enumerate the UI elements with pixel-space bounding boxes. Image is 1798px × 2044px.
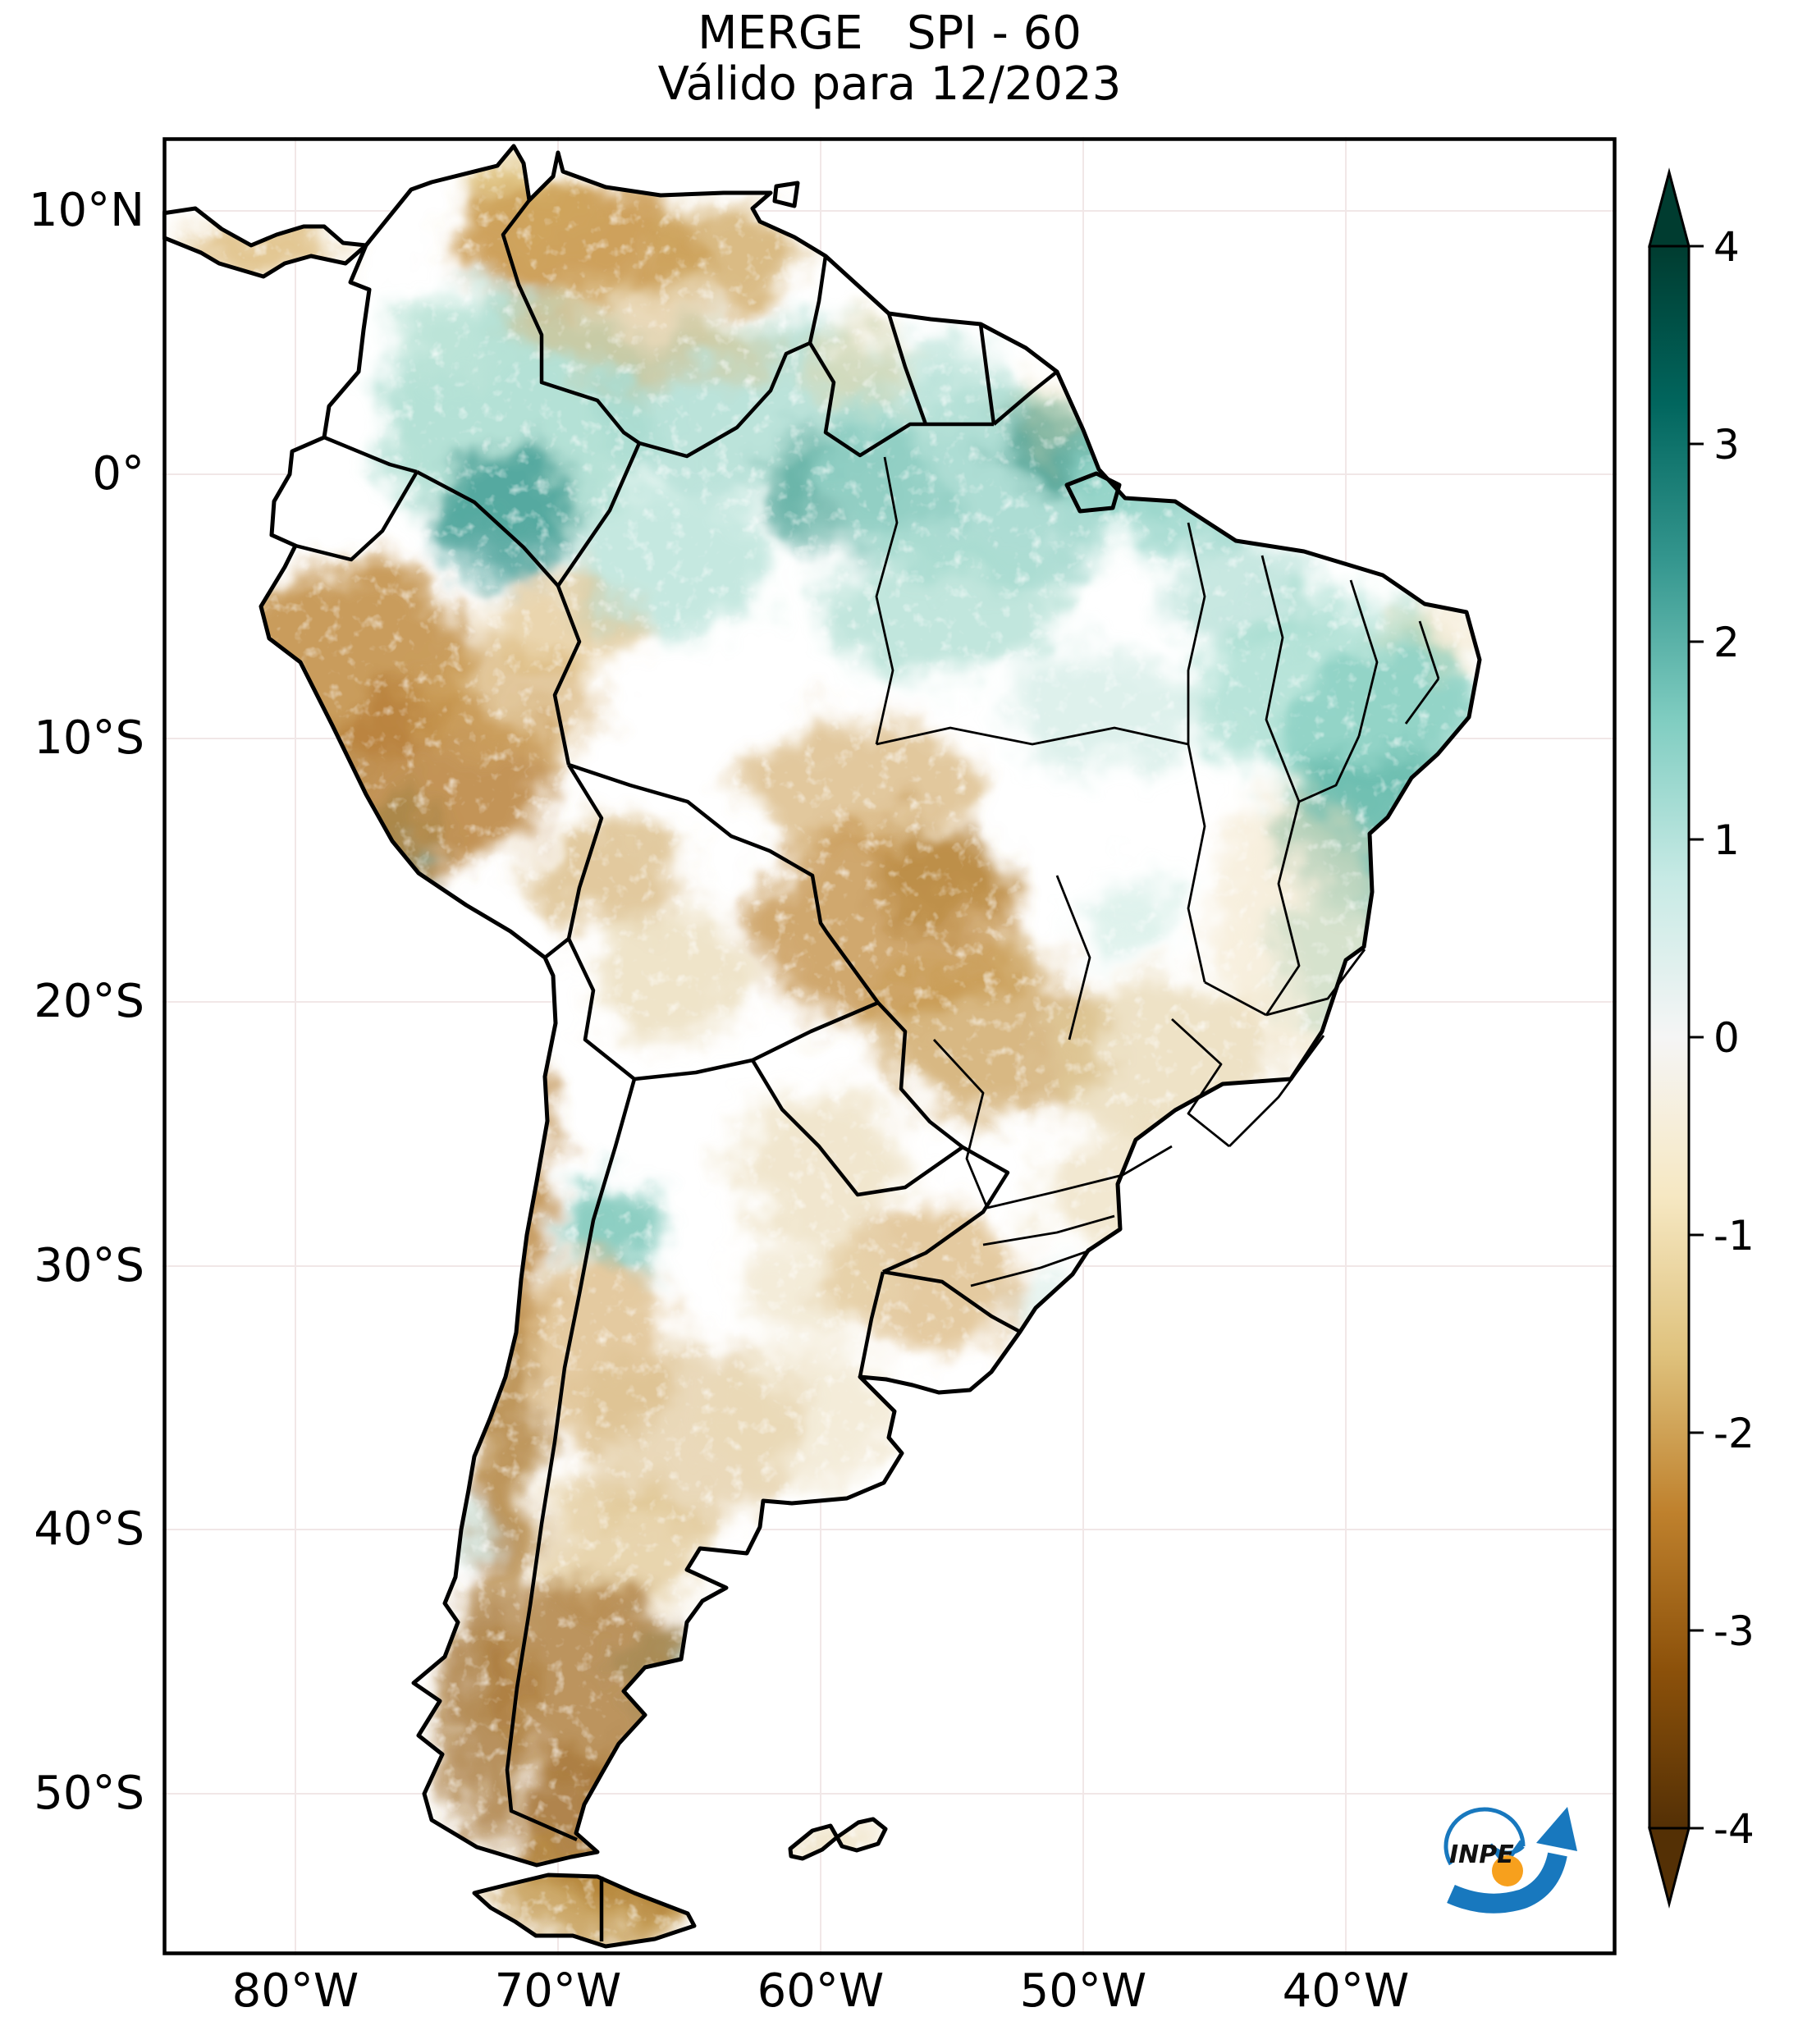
inpe-logo-text: INPE: [1449, 1841, 1514, 1869]
colorbar-label-4: 4: [1713, 223, 1740, 271]
lat-tick-0: 0°: [92, 447, 144, 501]
colorbar-gradient: [1648, 245, 1690, 1830]
colorbar-label-m4: -4: [1713, 1805, 1755, 1853]
inpe-logo-arrowhead: [1536, 1807, 1577, 1851]
lat-tick-20s: 20°S: [34, 975, 144, 1028]
colorbar: 4 3 2 1 0 -1 -2 -3 -4: [1648, 167, 1755, 1909]
figure-subtitle: Válido para 12/2023: [657, 57, 1122, 111]
inpe-logo-thin-arc: [1443, 1807, 1526, 1866]
inpe-logo: INPE: [1443, 1807, 1577, 1914]
colorbar-label-3: 3: [1713, 421, 1740, 469]
lon-tick-80w: 80°W: [231, 1964, 359, 2018]
state-borders: [875, 456, 1440, 1287]
lon-tick-50w: 50°W: [1019, 1964, 1147, 2018]
inpe-logo-thick-arrow: [1447, 1852, 1567, 1914]
coastlines: [162, 144, 1482, 1949]
lon-tick-40w: 40°W: [1282, 1964, 1410, 2018]
lat-tick-30s: 30°S: [34, 1239, 144, 1292]
colorbar-label-m1: -1: [1713, 1212, 1755, 1260]
colorbar-label-2: 2: [1713, 619, 1740, 666]
land-base: [162, 146, 1480, 1946]
colorbar-arrow-bottom: [1648, 1827, 1690, 1909]
lon-tick-60w: 60°W: [757, 1964, 885, 2018]
lat-tick-10s: 10°S: [34, 711, 144, 765]
lat-tick-10n: 10°N: [28, 184, 144, 237]
lon-tick-70w: 70°W: [494, 1964, 622, 2018]
figure-title: MERGE SPI - 60: [698, 7, 1082, 60]
colorbar-label-0: 0: [1713, 1014, 1740, 1062]
lat-tick-40s: 40°S: [34, 1502, 144, 1556]
colorbar-label-1: 1: [1713, 816, 1740, 864]
colorbar-ticks: [1689, 245, 1704, 1830]
figure-title-block: MERGE SPI - 60 Válido para 12/2023: [162, 8, 1617, 110]
inpe-logo-orange-dot: [1492, 1855, 1523, 1886]
colorbar-label-m2: -2: [1713, 1410, 1755, 1457]
map-frame: [162, 137, 1617, 1955]
country-borders: [295, 162, 1059, 1941]
colorbar-label-m3: -3: [1713, 1607, 1755, 1655]
field-noise-texture: [162, 146, 1480, 1946]
map-panel: INPE: [162, 137, 1617, 1955]
lat-tick-50s: 50°S: [34, 1767, 144, 1820]
colorbar-tick-labels: 4 3 2 1 0 -1 -2 -3 -4: [1713, 223, 1755, 1853]
colorbar-arrow-top: [1648, 167, 1690, 248]
